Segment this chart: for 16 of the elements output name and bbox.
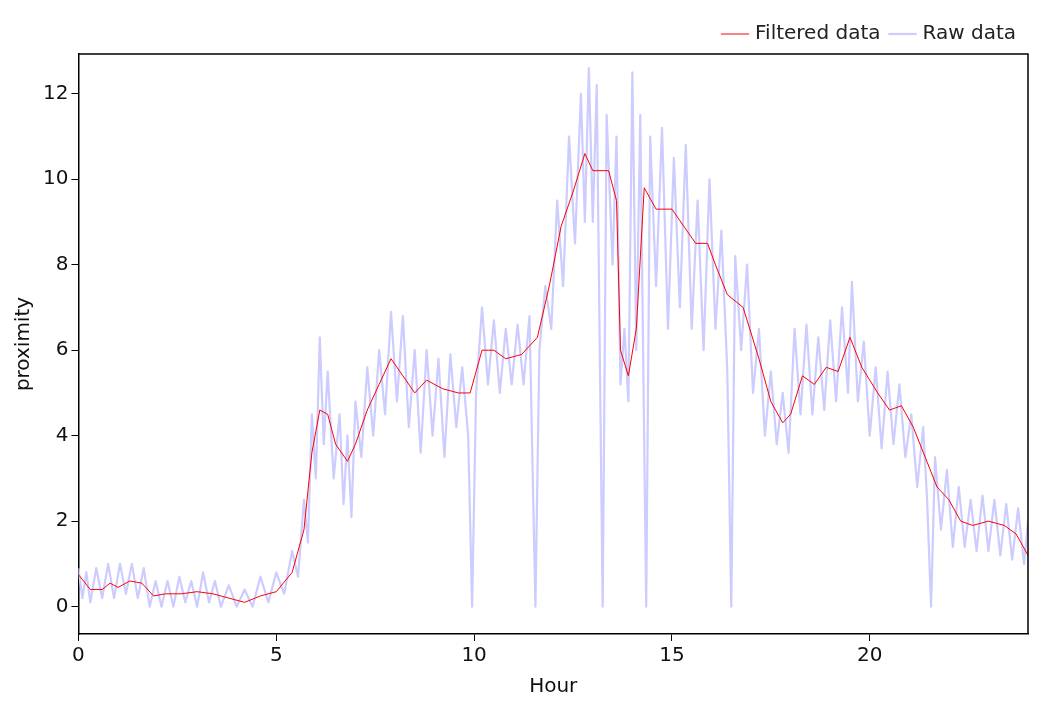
y-tick-label: 8 bbox=[55, 250, 69, 275]
x-axis-title: Hour bbox=[529, 673, 579, 698]
y-tick-label: 4 bbox=[55, 421, 69, 446]
y-tick-label: 0 bbox=[55, 592, 69, 617]
y-axis-title: proximity bbox=[10, 296, 35, 392]
x-tick-label: 15 bbox=[659, 642, 685, 667]
legend-label: Filtered data bbox=[755, 20, 881, 45]
x-tick-label: 5 bbox=[269, 642, 283, 667]
y-tick-label: 2 bbox=[55, 507, 69, 532]
y-tick-label: 6 bbox=[55, 336, 69, 361]
x-tick-label: 10 bbox=[461, 642, 487, 667]
x-tick-label: 20 bbox=[857, 642, 883, 667]
y-tick-label: 10 bbox=[43, 165, 69, 190]
x-tick-label: 0 bbox=[72, 642, 85, 667]
y-tick-label: 12 bbox=[43, 79, 69, 104]
legend-label: Raw data bbox=[922, 20, 1017, 45]
